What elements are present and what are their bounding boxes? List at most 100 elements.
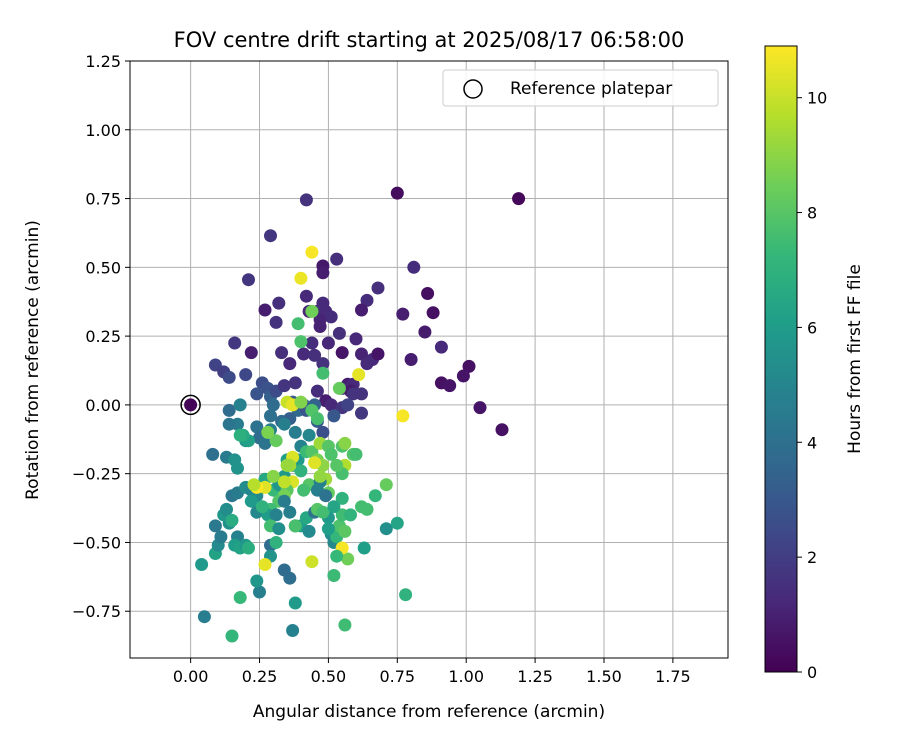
data-point xyxy=(390,186,404,200)
data-point xyxy=(297,483,311,497)
data-point xyxy=(355,303,368,317)
data-point xyxy=(222,417,236,431)
data-point xyxy=(313,320,327,333)
data-point xyxy=(253,585,266,599)
data-point xyxy=(220,502,233,516)
data-point xyxy=(338,524,352,538)
data-point xyxy=(233,591,247,604)
y-tick-label: 1.25 xyxy=(85,52,121,71)
data-point xyxy=(291,317,305,331)
data-point xyxy=(184,398,198,412)
data-point xyxy=(335,491,349,505)
data-point xyxy=(294,271,308,285)
legend-label-reference: Reference platepar xyxy=(510,79,672,99)
y-tick-label: 0.00 xyxy=(85,396,121,415)
data-point xyxy=(321,522,335,536)
data-point xyxy=(288,376,302,390)
y-tick-label: −0.25 xyxy=(72,465,121,484)
data-point xyxy=(341,552,355,566)
data-point xyxy=(313,469,327,483)
data-point xyxy=(390,516,404,530)
data-point xyxy=(272,296,286,310)
data-point xyxy=(344,508,357,522)
data-point xyxy=(269,434,283,448)
data-point xyxy=(319,489,333,503)
data-point xyxy=(371,281,385,295)
data-point xyxy=(208,519,222,533)
data-point xyxy=(277,417,291,431)
data-point xyxy=(280,458,294,472)
data-point xyxy=(330,549,344,563)
data-point xyxy=(327,500,341,514)
legend-marker-reference xyxy=(463,79,483,99)
grid-lines xyxy=(130,60,728,658)
y-tick-label: 0.75 xyxy=(85,190,121,209)
data-point xyxy=(214,530,228,544)
y-axis-ticks: 1.25 1.00 0.75 0.50 0.25 0.00 −0.25 −0.50 −0.75 xyxy=(72,52,130,621)
data-point xyxy=(371,347,385,361)
data-point xyxy=(286,624,300,637)
data-point xyxy=(327,409,341,423)
data-point xyxy=(302,428,316,442)
data-point xyxy=(225,629,239,643)
x-tick-label: 0.75 xyxy=(379,667,415,686)
y-axis-label: Rotation from reference (arcmin) xyxy=(23,220,43,500)
data-point xyxy=(244,346,258,360)
data-point xyxy=(277,379,291,393)
reference-platepar-marker xyxy=(180,394,201,416)
data-point xyxy=(222,370,236,384)
x-axis-ticks: 0.00 0.25 0.50 0.75 1.00 1.25 1.50 1.75 xyxy=(173,658,691,686)
data-point xyxy=(332,381,346,395)
data-point xyxy=(222,403,236,417)
data-point xyxy=(275,346,289,360)
x-tick-label: 1.75 xyxy=(655,667,691,686)
colorbar: 0 2 4 6 8 10 Hours from first FF file xyxy=(764,45,865,682)
data-point xyxy=(269,536,283,549)
data-point xyxy=(462,359,476,373)
x-axis-label: Angular distance from reference (arcmin) xyxy=(253,702,605,722)
data-point xyxy=(233,398,247,412)
data-point xyxy=(250,387,264,401)
data-point xyxy=(341,398,355,412)
data-point xyxy=(299,289,313,303)
data-point xyxy=(206,447,220,461)
data-point xyxy=(360,293,374,307)
legend: Reference platepar xyxy=(442,69,719,107)
y-tick-label: −0.75 xyxy=(72,602,121,621)
data-point xyxy=(316,266,330,280)
data-point xyxy=(355,406,368,420)
y-tick-label: 0.50 xyxy=(85,258,121,277)
data-point xyxy=(443,379,457,393)
data-point xyxy=(335,346,349,360)
data-point xyxy=(327,569,341,582)
data-point xyxy=(197,610,211,624)
colorbar-label: Hours from first FF file xyxy=(845,264,865,454)
data-point xyxy=(368,489,382,503)
data-point xyxy=(330,252,344,266)
y-tick-label: −0.50 xyxy=(72,533,121,552)
x-tick-label: 1.00 xyxy=(448,667,484,686)
data-point xyxy=(310,384,324,398)
data-point xyxy=(352,368,366,382)
data-point xyxy=(434,340,448,354)
data-point xyxy=(266,469,280,483)
data-point xyxy=(355,347,368,361)
data-point xyxy=(228,336,242,350)
data-point xyxy=(283,505,297,519)
data-point xyxy=(512,192,526,206)
data-point xyxy=(324,447,338,461)
data-point xyxy=(294,464,308,478)
data-point xyxy=(349,447,363,461)
data-point xyxy=(349,332,363,346)
data-point xyxy=(231,461,244,475)
data-point xyxy=(244,494,258,508)
y-tick-label: 1.00 xyxy=(85,121,121,140)
colorbar-gradient xyxy=(764,45,798,673)
y-tick-label: 0.25 xyxy=(85,327,121,346)
data-point xyxy=(242,273,255,287)
legend-box xyxy=(442,69,719,107)
x-tick-label: 1.50 xyxy=(586,667,622,686)
data-point xyxy=(360,357,374,371)
data-point xyxy=(324,398,338,412)
